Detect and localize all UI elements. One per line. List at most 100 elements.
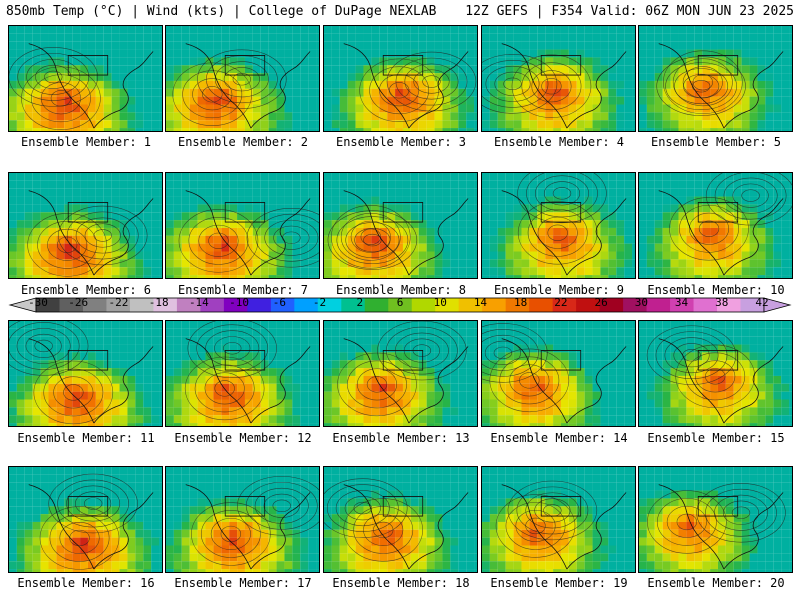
colorbar-swatch bbox=[317, 298, 342, 312]
ensemble-member-label: Ensemble Member: 18 bbox=[332, 576, 470, 590]
ensemble-panel-1 bbox=[8, 25, 163, 132]
colorbar-tick-label: 10 bbox=[433, 296, 447, 309]
colorbar-tick-label: -10 bbox=[229, 296, 250, 309]
colorbar-swatch bbox=[646, 298, 671, 312]
temperature-field-map bbox=[9, 173, 162, 278]
temperature-field-map bbox=[482, 321, 635, 426]
temperature-field-map bbox=[482, 467, 635, 572]
ensemble-member-label: Ensemble Member: 9 bbox=[493, 283, 625, 297]
ensemble-panel-5 bbox=[638, 25, 793, 132]
ensemble-panel-13 bbox=[323, 320, 478, 427]
ensemble-member-label: Ensemble Member: 10 bbox=[647, 283, 785, 297]
temperature-field-map bbox=[639, 467, 792, 572]
ensemble-panel-18 bbox=[323, 466, 478, 573]
colorbar-tick-label: 26 bbox=[594, 296, 608, 309]
ensemble-member-label: Ensemble Member: 6 bbox=[20, 283, 152, 297]
colorbar-swatch bbox=[599, 298, 624, 312]
ensemble-panel-16 bbox=[8, 466, 163, 573]
ensemble-member-label: Ensemble Member: 16 bbox=[17, 576, 155, 590]
ensemble-member-label: Ensemble Member: 17 bbox=[174, 576, 312, 590]
colorbar-swatch bbox=[693, 298, 718, 312]
colorbar-swatch bbox=[576, 298, 601, 312]
temperature-field-map bbox=[324, 321, 477, 426]
colorbar-tick-label: -2 bbox=[312, 296, 327, 309]
colorbar-swatch bbox=[364, 298, 389, 312]
ensemble-panel-7 bbox=[165, 172, 320, 279]
colorbar-swatch bbox=[670, 298, 695, 312]
colorbar-swatch bbox=[106, 298, 131, 312]
ensemble-panel-12 bbox=[165, 320, 320, 427]
colorbar-tick-label: -18 bbox=[148, 296, 169, 309]
temperature-field-map bbox=[324, 26, 477, 131]
colorbar-right-arrow bbox=[763, 297, 792, 313]
colorbar-tick-label: -30 bbox=[28, 296, 48, 309]
colorbar-tick-label: -14 bbox=[188, 296, 209, 309]
colorbar-swatch bbox=[200, 298, 225, 312]
colorbar-swatch bbox=[529, 298, 554, 312]
colorbar-swatch bbox=[247, 298, 272, 312]
ensemble-panel-2 bbox=[165, 25, 320, 132]
ensemble-member-label: Ensemble Member: 3 bbox=[335, 135, 467, 149]
ensemble-panel-17 bbox=[165, 466, 320, 573]
temperature-field-map bbox=[324, 467, 477, 572]
colorbar-swatch bbox=[388, 298, 413, 312]
temperature-field-map bbox=[324, 173, 477, 278]
ensemble-panel-3 bbox=[323, 25, 478, 132]
ensemble-member-label: Ensemble Member: 13 bbox=[332, 431, 470, 445]
ensemble-panel-20 bbox=[638, 466, 793, 573]
temperature-field-map bbox=[639, 321, 792, 426]
colorbar-tick-label: -6 bbox=[272, 296, 286, 309]
temperature-field-map bbox=[9, 321, 162, 426]
temperature-field-map bbox=[639, 26, 792, 131]
temperature-field-map bbox=[9, 467, 162, 572]
colorbar-swatch bbox=[482, 298, 507, 312]
colorbar-swatch bbox=[82, 298, 107, 312]
colorbar-tick-label: 14 bbox=[473, 296, 488, 309]
colorbar-swatch bbox=[505, 298, 530, 312]
colorbar-swatch bbox=[129, 298, 154, 312]
colorbar-tick-label: 38 bbox=[715, 296, 729, 309]
ensemble-member-label: Ensemble Member: 4 bbox=[493, 135, 625, 149]
ensemble-member-label: Ensemble Member: 15 bbox=[647, 431, 785, 445]
ensemble-member-label: Ensemble Member: 12 bbox=[174, 431, 312, 445]
temperature-field-map bbox=[9, 26, 162, 131]
ensemble-member-label: Ensemble Member: 5 bbox=[650, 135, 782, 149]
ensemble-member-label: Ensemble Member: 11 bbox=[17, 431, 155, 445]
colorbar-swatch bbox=[341, 298, 366, 312]
ensemble-member-label: Ensemble Member: 19 bbox=[490, 576, 628, 590]
colorbar-swatch bbox=[411, 298, 436, 312]
ensemble-panel-19 bbox=[481, 466, 636, 573]
colorbar-swatch bbox=[552, 298, 577, 312]
colorbar-tick-label: 2 bbox=[356, 296, 364, 309]
colorbar-swatch bbox=[623, 298, 648, 312]
colorbar-tick-label: 30 bbox=[634, 296, 648, 309]
valid-time: 12Z GEFS | F354 Valid: 06Z MON JUN 23 20… bbox=[465, 4, 794, 19]
temperature-field-map bbox=[639, 173, 792, 278]
ensemble-panel-4 bbox=[481, 25, 636, 132]
colorbar-tick-label: 18 bbox=[514, 296, 528, 309]
colorbar-swatch bbox=[294, 298, 319, 312]
colorbar-swatch bbox=[270, 298, 295, 312]
temperature-field-map bbox=[166, 467, 319, 572]
ensemble-panel-8 bbox=[323, 172, 478, 279]
colorbar-tick-label: 22 bbox=[554, 296, 568, 309]
temperature-field-map bbox=[166, 173, 319, 278]
colorbar-tick-label: -22 bbox=[108, 296, 129, 309]
ensemble-member-label: Ensemble Member: 20 bbox=[647, 576, 785, 590]
colorbar-swatch bbox=[740, 298, 765, 312]
colorbar-tick-label: -26 bbox=[68, 296, 89, 309]
ensemble-panel-10 bbox=[638, 172, 793, 279]
ensemble-panel-11 bbox=[8, 320, 163, 427]
ensemble-panel-15 bbox=[638, 320, 793, 427]
colorbar-tick-label: 34 bbox=[674, 296, 689, 309]
ensemble-panel-14 bbox=[481, 320, 636, 427]
colorbar-swatch bbox=[176, 298, 201, 312]
ensemble-panel-6 bbox=[8, 172, 163, 279]
temperature-field-map bbox=[482, 173, 635, 278]
temperature-field-map bbox=[166, 321, 319, 426]
colorbar-swatch bbox=[36, 298, 60, 312]
colorbar-swatch bbox=[223, 298, 248, 312]
ensemble-member-label: Ensemble Member: 14 bbox=[490, 431, 628, 445]
ensemble-member-label: Ensemble Member: 7 bbox=[177, 283, 309, 297]
colorbar-tick-label: 6 bbox=[396, 296, 404, 309]
